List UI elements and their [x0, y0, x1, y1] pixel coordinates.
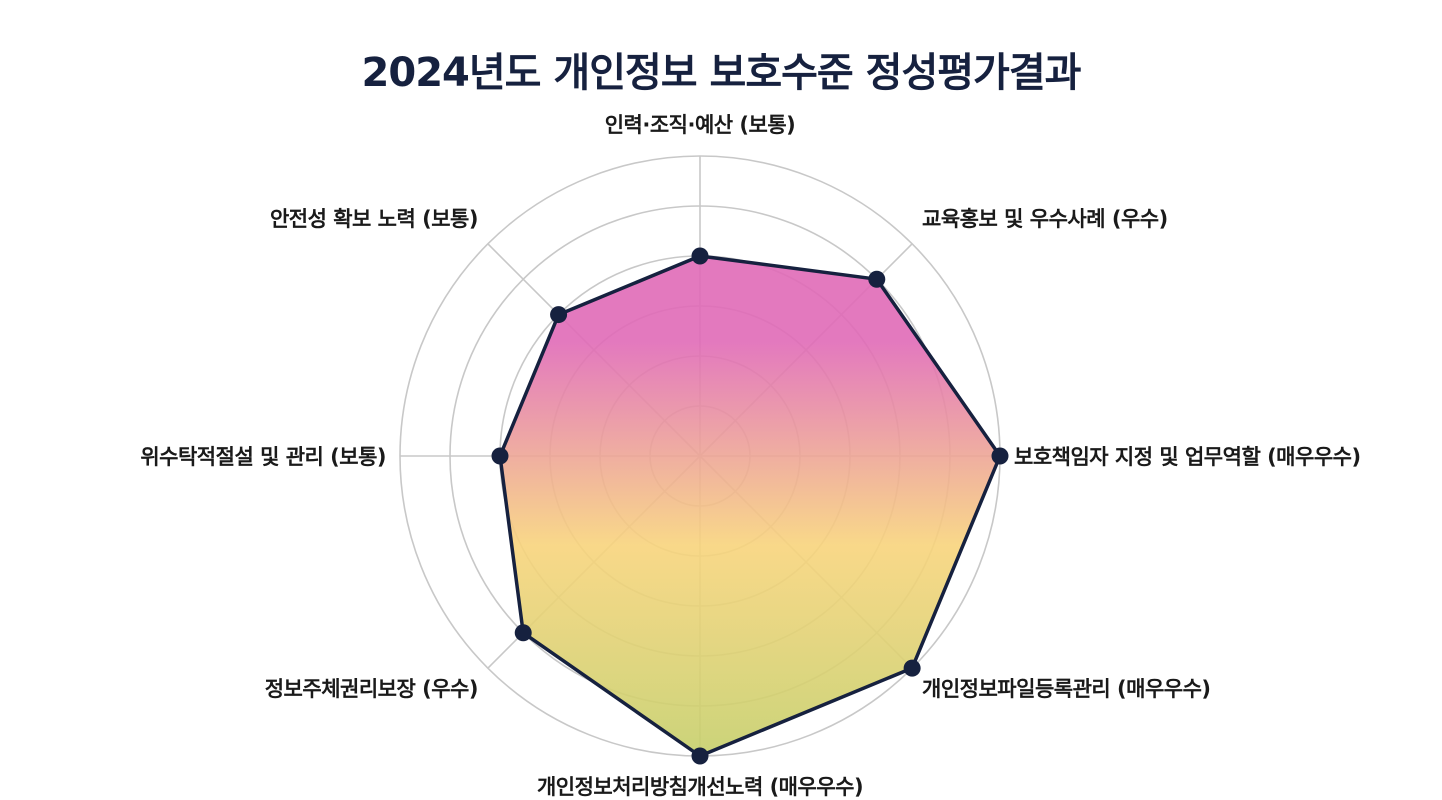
axis-labels: 인력·조직·예산 (보통) 교육홍보 및 우수사례 (우수) 보호책임자 지정 및 … [140, 113, 1361, 799]
data-point [691, 247, 709, 265]
axis-label: 개인정보파일등록관리 (매우우수) [922, 677, 1210, 701]
data-point [550, 306, 568, 324]
axis-label: 교육홍보 및 우수사례 (우수) [922, 207, 1168, 231]
axis-label: 위수탁적절설 및 관리 (보통) [140, 445, 386, 469]
data-point [491, 447, 509, 465]
data-point [691, 747, 709, 765]
data-point [868, 270, 886, 288]
axis-label: 안전성 확보 노력 (보통) [270, 207, 478, 231]
data-point [903, 659, 921, 677]
axis-label: 정보주체권리보장 (우수) [265, 677, 478, 701]
data-point [991, 447, 1009, 465]
chart-title: 2024년도 개인정보 보호수준 정성평가결과 [361, 50, 1082, 96]
axis-label: 보호책임자 지정 및 업무역할 (매우우수) [1014, 445, 1361, 469]
axis-label: 인력·조직·예산 (보통) [605, 113, 796, 137]
axis-label: 개인정보처리방침개선노력 (매우우수) [537, 775, 863, 799]
radar-markers [491, 247, 1009, 765]
data-point [514, 624, 532, 642]
